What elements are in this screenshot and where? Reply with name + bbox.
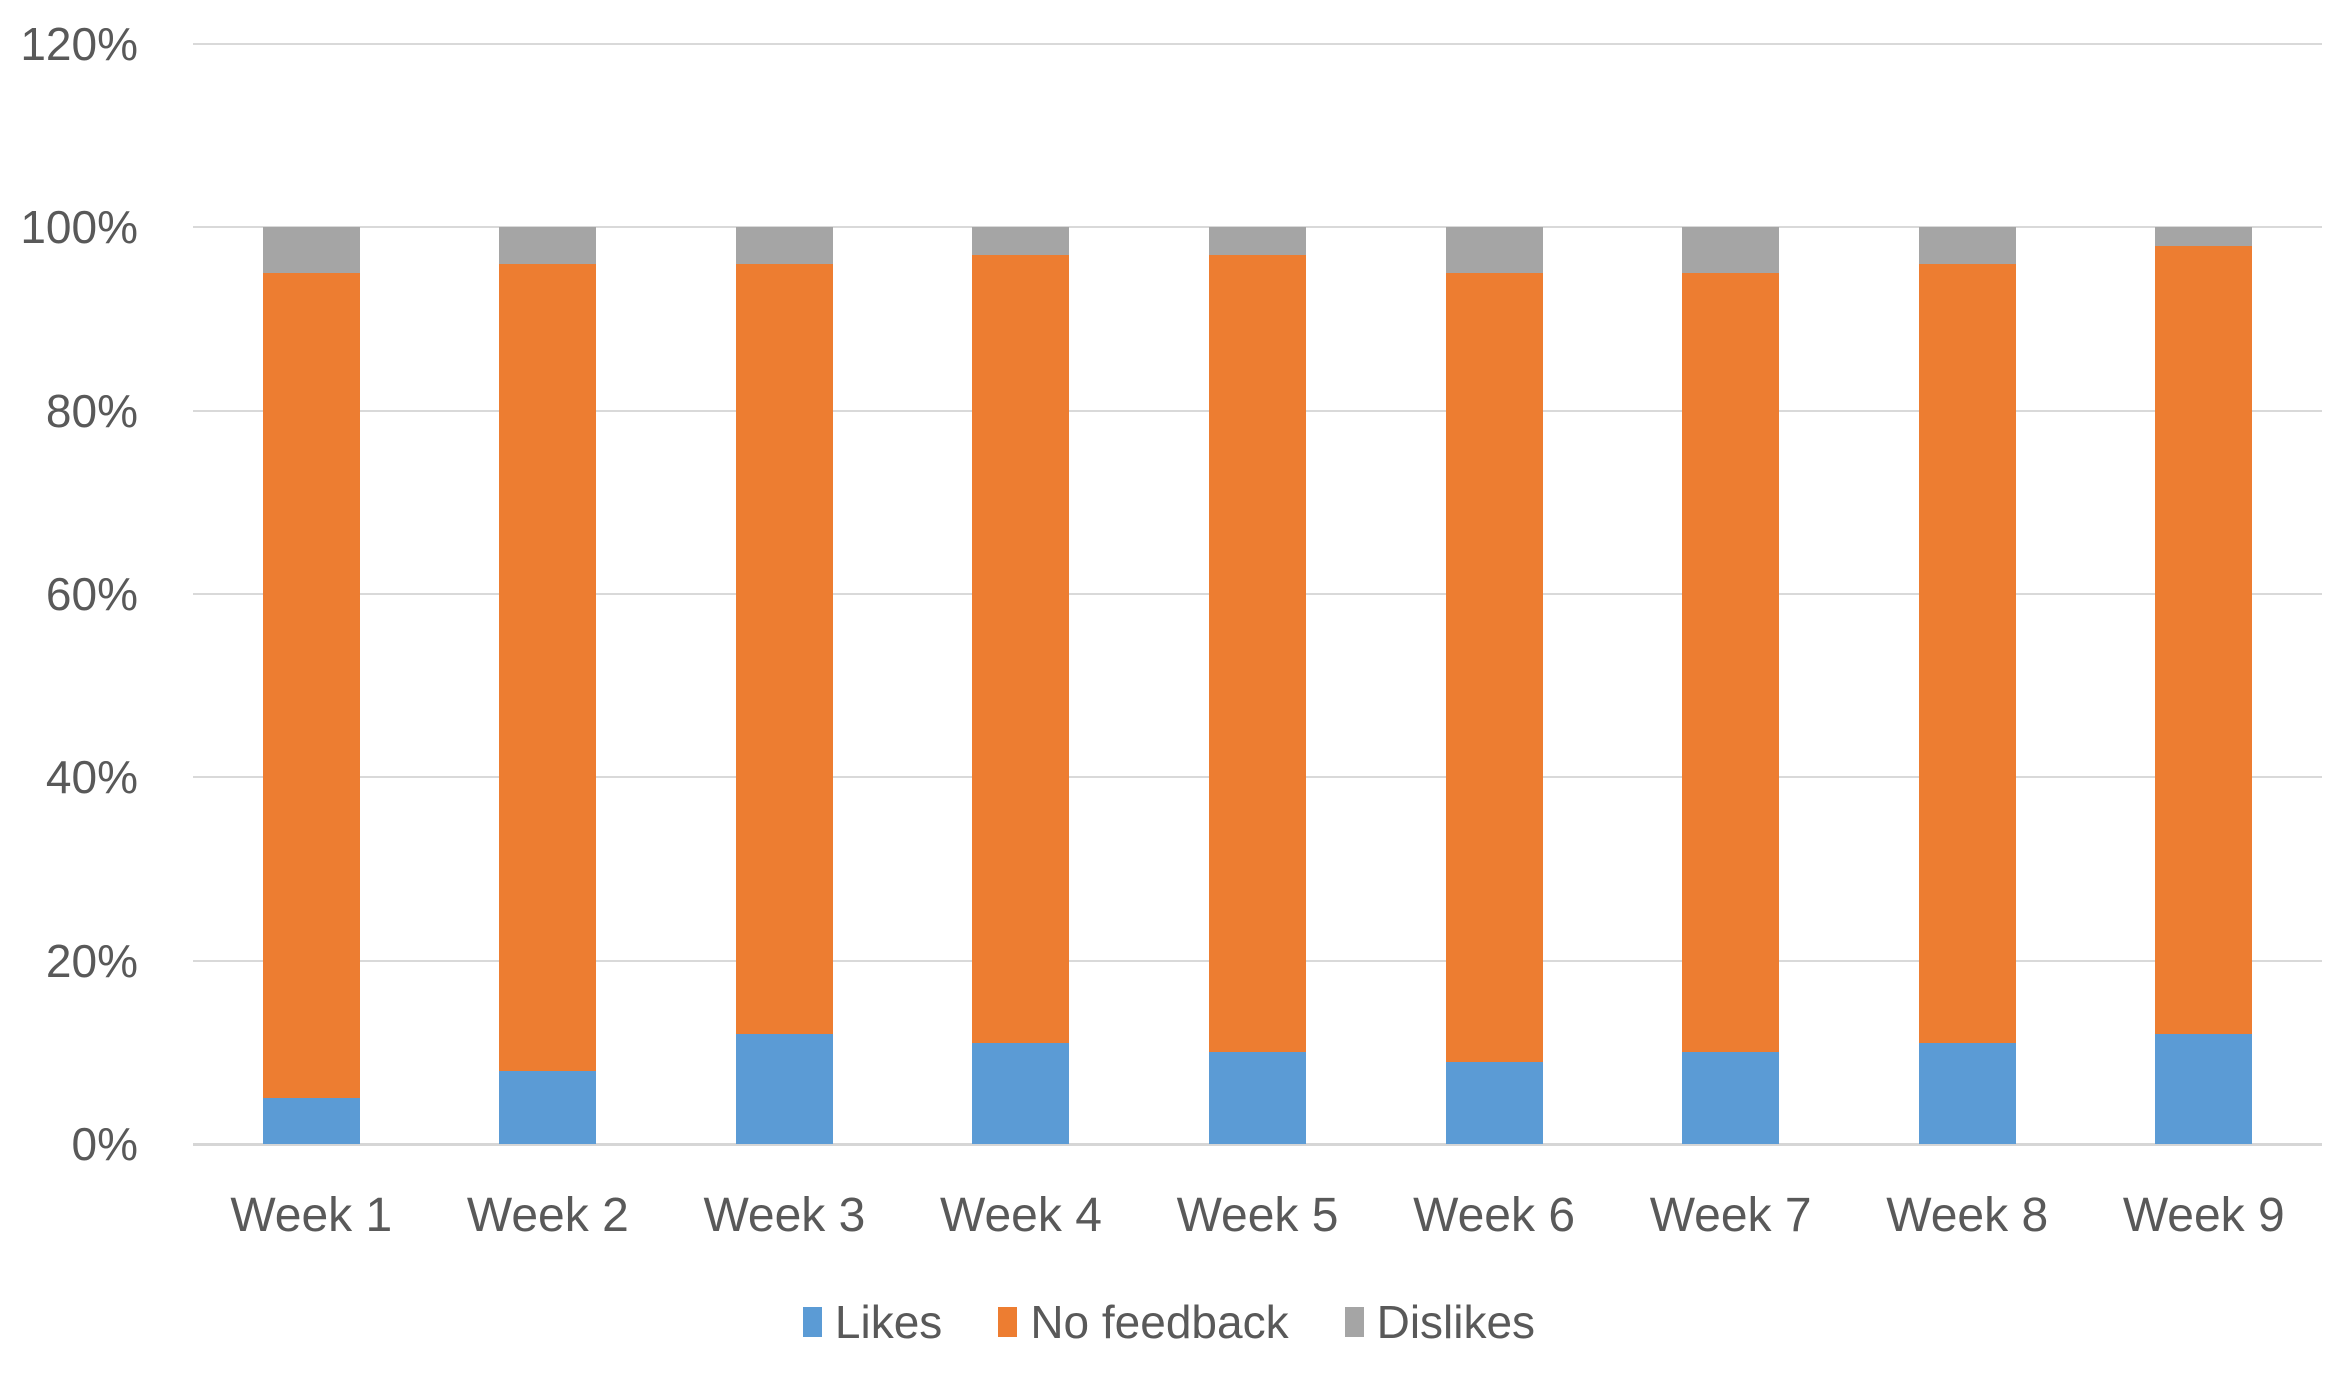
x-axis-category-label: Week 9 — [2122, 1189, 2285, 1242]
bar-segment-likes — [1918, 1043, 2016, 1144]
x-axis-category-label: Week 3 — [703, 1189, 866, 1242]
bar-segment-no-feedback — [972, 254, 1070, 1044]
x-axis-category-label: Week 7 — [1649, 1189, 1812, 1242]
gridline — [193, 43, 2322, 45]
bar-week-6 — [1445, 227, 1543, 1144]
category-slot — [1139, 44, 1376, 1144]
bar-week-2 — [499, 227, 597, 1144]
legend-item-dislikes: Dislikes — [1344, 1294, 1536, 1350]
bar-week-5 — [1209, 227, 1307, 1144]
x-axis-category-label: Week 5 — [1176, 1189, 1339, 1242]
legend-item-likes: Likes — [802, 1294, 943, 1350]
x-axis-category-label: Week 8 — [1886, 1189, 2049, 1242]
x-axis-category-label: Week 1 — [230, 1189, 393, 1242]
legend-item-no-feedback: No feedback — [998, 1294, 1289, 1350]
bar-segment-likes — [2155, 1034, 2253, 1144]
bar-segment-likes — [972, 1043, 1070, 1144]
bar-segment-no-feedback — [1918, 264, 2016, 1044]
bar-week-3 — [735, 227, 833, 1144]
bar-segment-no-feedback — [1445, 273, 1543, 1062]
y-axis: 0% 20% 40% 60% 80% 100% 120% — [0, 0, 150, 1373]
legend-label: Likes — [834, 1296, 943, 1348]
bar-week-8 — [1918, 227, 2016, 1144]
bar-segment-no-feedback — [1209, 254, 1307, 1053]
x-axis-line — [193, 1143, 2322, 1146]
bar-segment-no-feedback — [1682, 273, 1780, 1053]
bar-segment-dislikes — [262, 227, 360, 274]
legend-marker-no-feedback — [998, 1307, 1018, 1337]
x-axis-category-label: Week 2 — [466, 1189, 629, 1242]
x-axis: Week 1 Week 2 Week 3 Week 4 Week 5 Week 6 Week… — [193, 1186, 2322, 1246]
bar-segment-likes — [262, 1098, 360, 1144]
bar-segment-likes — [1209, 1052, 1307, 1144]
bar-segment-likes — [735, 1034, 833, 1144]
category-slot — [430, 44, 667, 1144]
category-slot — [666, 44, 903, 1144]
bar-segment-no-feedback — [499, 264, 597, 1071]
category-slot — [193, 44, 430, 1144]
y-axis-tick-label: 60% — [45, 568, 138, 620]
bar-segment-dislikes — [1209, 227, 1307, 255]
bar-segment-likes — [499, 1070, 597, 1144]
bar-week-9 — [2155, 227, 2253, 1144]
y-axis-tick-label: 40% — [45, 751, 138, 804]
gridline — [193, 226, 2322, 229]
legend-marker-likes — [802, 1307, 822, 1337]
bar-segment-no-feedback — [2155, 245, 2253, 1034]
category-slot — [1849, 44, 2086, 1144]
legend-label: No feedback — [1030, 1296, 1289, 1348]
bar-segment-likes — [1445, 1061, 1543, 1144]
y-axis-tick-label: 0% — [71, 1118, 138, 1170]
bar-segment-likes — [1682, 1052, 1780, 1144]
bar-segment-dislikes — [1682, 227, 1780, 274]
bar-week-4 — [972, 227, 1070, 1144]
y-axis-tick-label: 80% — [45, 384, 138, 437]
x-axis-category-label: Week 4 — [940, 1189, 1102, 1242]
legend: Likes No feedback Dislikes — [0, 1294, 2338, 1350]
bar-segment-dislikes — [735, 227, 833, 264]
legend-label: Dislikes — [1376, 1296, 1536, 1348]
bar-segment-dislikes — [499, 227, 597, 265]
category-slot — [1376, 44, 1613, 1144]
bar-segment-dislikes — [2155, 227, 2253, 246]
bar-segment-no-feedback — [735, 264, 833, 1034]
x-axis-category-label: Week 6 — [1413, 1189, 1576, 1242]
y-axis-tick-label: 100% — [20, 201, 138, 254]
bar-week-7 — [1682, 227, 1780, 1144]
bar-segment-dislikes — [972, 227, 1070, 255]
bar-segment-dislikes — [1918, 227, 2016, 265]
category-slot — [1612, 44, 1849, 1144]
category-slot — [2086, 44, 2323, 1144]
y-axis-tick-label: 20% — [45, 934, 138, 987]
plot-area — [193, 43, 2322, 1146]
y-axis-tick-label: 120% — [20, 18, 138, 70]
legend-marker-dislikes — [1344, 1307, 1364, 1337]
bars-container — [193, 44, 2322, 1144]
bar-week-1 — [262, 227, 360, 1144]
bar-segment-no-feedback — [262, 273, 360, 1099]
category-slot — [903, 44, 1140, 1144]
bar-segment-dislikes — [1445, 227, 1543, 274]
